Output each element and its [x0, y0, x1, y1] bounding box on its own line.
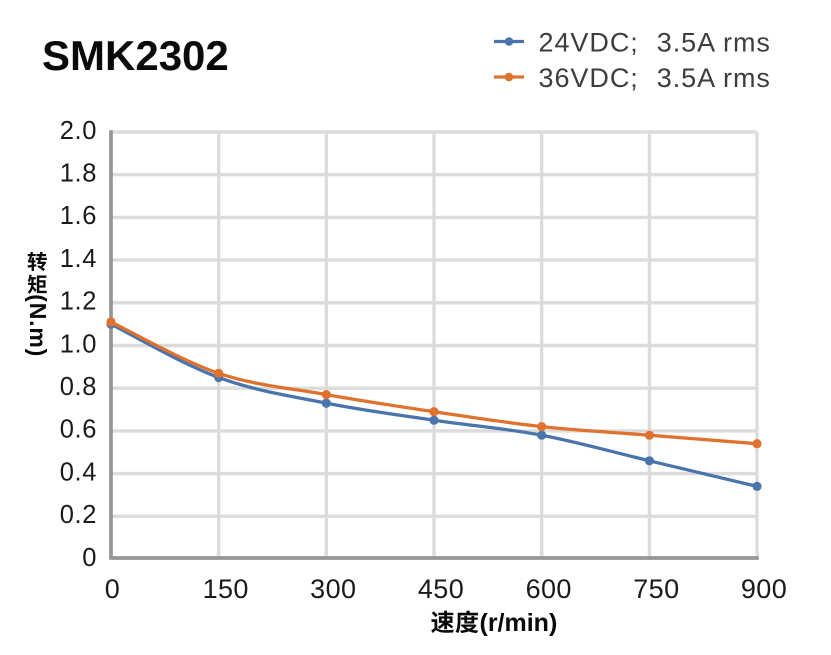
svg-text:0: 0 — [105, 574, 120, 604]
svg-text:750: 750 — [633, 574, 679, 604]
svg-text:600: 600 — [526, 574, 572, 604]
svg-text:1.0: 1.0 — [60, 330, 97, 358]
svg-text:2.0: 2.0 — [60, 117, 97, 145]
svg-text:0.6: 0.6 — [60, 416, 97, 444]
svg-text:SMK2302: SMK2302 — [42, 32, 229, 79]
svg-text:(r/min): (r/min) — [480, 609, 558, 637]
svg-text:(N.m): (N.m) — [25, 294, 51, 357]
svg-text:1.8: 1.8 — [60, 160, 97, 188]
svg-text:1.4: 1.4 — [60, 245, 97, 273]
svg-text:0.4: 0.4 — [60, 458, 97, 486]
svg-text:900: 900 — [741, 574, 787, 604]
svg-text:1.6: 1.6 — [60, 202, 97, 230]
svg-text:0.8: 0.8 — [60, 373, 97, 401]
svg-text:0: 0 — [82, 544, 97, 572]
svg-text:1.2: 1.2 — [60, 288, 97, 316]
svg-text:450: 450 — [418, 574, 464, 604]
svg-text:300: 300 — [310, 574, 356, 604]
svg-text:0.2: 0.2 — [60, 501, 97, 529]
svg-text:150: 150 — [203, 574, 249, 604]
